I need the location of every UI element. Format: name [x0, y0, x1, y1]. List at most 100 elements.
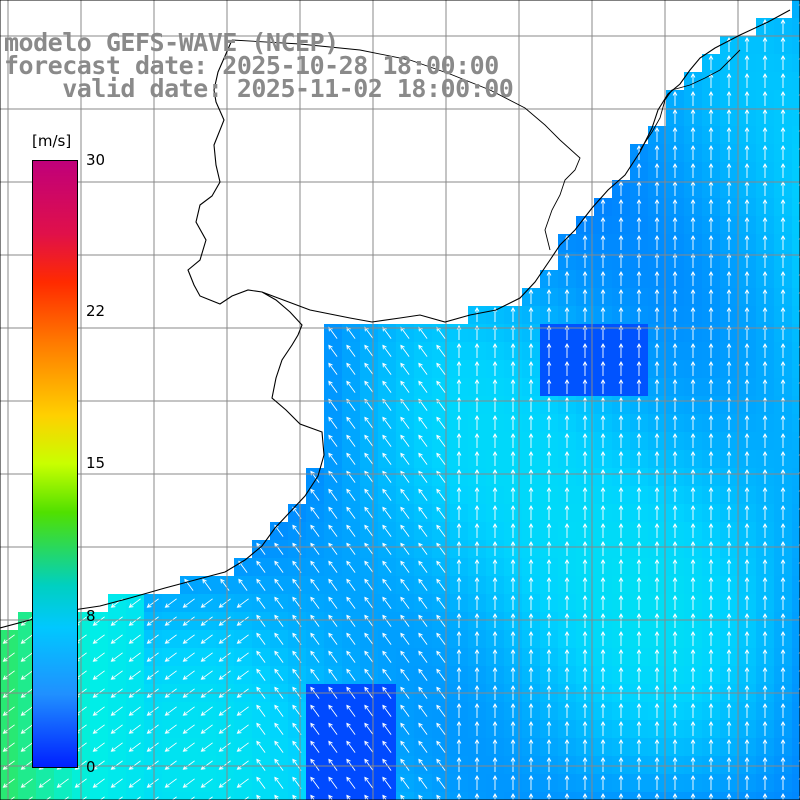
wind-arrow	[110, 670, 123, 680]
wind-arrow	[110, 652, 123, 662]
wind-cell	[792, 576, 800, 594]
wind-cell	[792, 540, 800, 558]
wind-arrow	[382, 650, 392, 663]
wind-arrow	[726, 757, 732, 773]
wind-arrow	[744, 469, 750, 485]
wind-arrow	[744, 721, 750, 737]
wind-arrow	[382, 722, 392, 735]
wind-arrow	[726, 487, 732, 503]
wind-arrow	[492, 343, 498, 359]
wind-arrow	[582, 343, 588, 359]
wind-arrow	[528, 703, 534, 719]
wind-arrow	[618, 739, 624, 755]
wind-arrow	[346, 596, 356, 609]
wind-arrow	[510, 487, 516, 503]
wind-arrow	[310, 524, 320, 537]
wind-arrow	[636, 307, 642, 323]
wind-arrow	[164, 616, 177, 626]
wind-arrow	[690, 487, 696, 503]
wind-arrow	[600, 451, 606, 467]
wind-cell	[792, 432, 800, 450]
wind-arrow	[546, 415, 552, 431]
wind-arrow	[492, 415, 498, 431]
wind-arrow	[92, 670, 105, 680]
wind-arrow	[164, 670, 177, 680]
wind-arrow	[200, 616, 213, 626]
wind-arrow	[762, 775, 768, 791]
wind-cell	[792, 162, 800, 180]
colorbar-tick-15: 15	[86, 454, 106, 472]
valid-date: valid date: 2025-11-02 18:00:00	[4, 74, 514, 103]
wind-arrow	[436, 524, 446, 537]
wind-arrow	[690, 631, 696, 647]
wind-arrow	[274, 596, 284, 609]
wind-arrow	[780, 757, 786, 773]
wind-arrow	[546, 739, 552, 755]
wind-cell	[216, 792, 234, 800]
wind-arrow	[182, 778, 195, 788]
wind-arrow	[400, 740, 410, 753]
wind-arrow	[690, 253, 696, 269]
wind-arrow	[474, 577, 480, 593]
wind-arrow	[310, 560, 320, 573]
wind-arrow	[382, 560, 392, 573]
wind-arrow	[582, 721, 588, 737]
wind-arrow	[744, 127, 750, 143]
wind-arrow	[744, 91, 750, 107]
wind-arrow	[744, 775, 750, 791]
wind-arrow	[528, 523, 534, 539]
wind-arrow	[600, 415, 606, 431]
wind-arrow	[418, 380, 428, 393]
wind-arrow	[780, 19, 786, 35]
wind-arrow	[510, 469, 516, 485]
wind-arrow	[328, 758, 338, 771]
wind-arrow	[218, 760, 231, 770]
wind-arrow	[510, 703, 516, 719]
wind-arrow	[618, 361, 624, 377]
wind-arrow	[528, 649, 534, 665]
wind-arrow	[110, 616, 123, 626]
wind-arrow	[708, 649, 714, 665]
wind-arrow	[436, 434, 446, 447]
wind-arrow	[600, 757, 606, 773]
wind-arrow	[510, 613, 516, 629]
colorbar-tick-0: 0	[86, 758, 96, 776]
wind-arrow	[708, 631, 714, 647]
wind-arrow	[128, 742, 141, 752]
wind-arrow	[600, 541, 606, 557]
wind-arrow	[636, 253, 642, 269]
wind-arrow	[618, 469, 624, 485]
wind-arrow	[456, 595, 462, 611]
wind-cell	[792, 378, 800, 396]
wind-arrow	[474, 595, 480, 611]
wind-arrow	[744, 343, 750, 359]
wind-arrow	[672, 631, 678, 647]
wind-arrow	[654, 217, 660, 233]
wind-arrow	[600, 343, 606, 359]
wind-arrow	[564, 631, 570, 647]
wind-cell	[792, 720, 800, 738]
wind-arrow	[582, 667, 588, 683]
wind-arrow	[618, 757, 624, 773]
wind-arrow	[346, 614, 356, 627]
wind-arrow	[2, 742, 15, 752]
wind-arrow	[418, 560, 428, 573]
wind-arrow	[510, 667, 516, 683]
wind-arrow	[56, 778, 69, 788]
wind-arrow	[400, 542, 410, 555]
wind-arrow	[744, 649, 750, 665]
wind-arrow	[200, 652, 213, 662]
wind-arrow	[564, 595, 570, 611]
wind-arrow	[200, 670, 213, 680]
wind-arrow	[510, 541, 516, 557]
wind-arrow	[654, 757, 660, 773]
wind-arrow	[346, 506, 356, 519]
wind-arrow	[582, 505, 588, 521]
wind-arrow	[382, 578, 392, 591]
wind-arrow	[582, 739, 588, 755]
wind-arrow	[582, 577, 588, 593]
wind-arrow	[200, 598, 213, 608]
wind-arrow	[726, 163, 732, 179]
wind-arrow	[310, 758, 320, 771]
wind-arrow	[708, 415, 714, 431]
